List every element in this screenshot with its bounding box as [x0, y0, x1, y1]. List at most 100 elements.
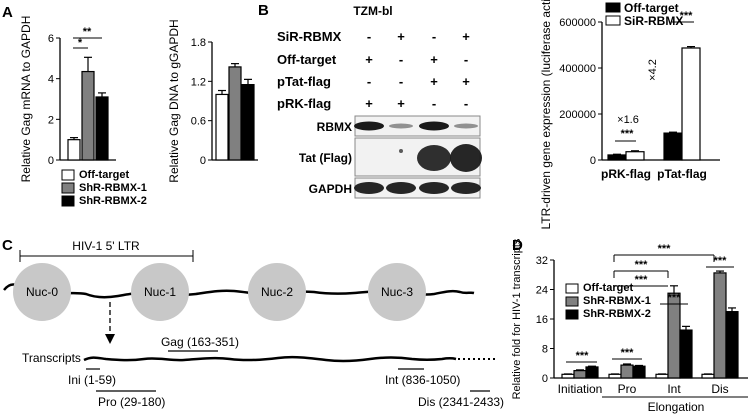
- fold-change-label: ×4.2: [647, 59, 659, 81]
- significance-label: ***: [621, 347, 635, 359]
- treatment-sign: -: [432, 29, 436, 44]
- bar: [561, 373, 575, 379]
- significance-label: ***: [658, 243, 672, 255]
- chart-d-transcripts: 0 8 16 24 32 Relative fold for HIV-1 transcri…: [511, 238, 748, 414]
- legend-label: ShR-RBMX-2: [583, 308, 651, 320]
- band-tat: [417, 145, 451, 171]
- x-tick-label: pTat-flag: [657, 167, 707, 181]
- legend-swatch: [565, 283, 579, 294]
- y-axis-label: Relative Gag mRNA to GAPDH: [19, 16, 33, 183]
- y-axis-label: Relative fold for HIV-1 transcripts: [511, 238, 523, 399]
- y-tick-label: 400000: [559, 63, 596, 75]
- bar: [95, 96, 109, 161]
- region-gag-label: Gag (163-351): [161, 335, 239, 349]
- nucleosomes: Nuc-0 Nuc-1 Nuc-2 Nuc-3: [13, 263, 426, 321]
- y-tick-label: 4: [48, 74, 54, 86]
- y-tick-label: 24: [536, 285, 548, 297]
- significance-label: ***: [714, 255, 728, 267]
- region-dis-label: Dis (2341-2433): [418, 395, 504, 409]
- treatment-sign: +: [430, 52, 438, 67]
- treatment-sign: +: [462, 29, 470, 44]
- significance-label: *: [78, 37, 83, 49]
- chart-b-luciferase: 0 200000 400000 600000 LTR-driven gene expre…: [539, 0, 720, 230]
- bar: [681, 47, 701, 161]
- legend-swatch: [61, 195, 75, 207]
- legend-label: Off-target: [624, 1, 679, 15]
- blot-bands: RBMX Tat (Flag) GAPDH: [299, 115, 482, 199]
- bar: [725, 311, 739, 379]
- y-tick-label: 0: [200, 155, 206, 167]
- nucleosome-label: Nuc-3: [381, 285, 413, 299]
- treatment-row-label: pTat-flag: [277, 74, 331, 89]
- bar: [573, 370, 587, 379]
- group-label: Elongation: [648, 400, 705, 414]
- y-tick-label: 6: [48, 33, 54, 45]
- band-rbmx: [354, 121, 384, 131]
- bar: [655, 373, 669, 379]
- band-rbmx: [454, 123, 478, 129]
- band-gapdh: [354, 182, 384, 194]
- legend-swatch: [61, 169, 75, 181]
- treatment-sign: -: [367, 74, 371, 89]
- blot-label: RBMX: [317, 120, 352, 134]
- band-tat: [450, 144, 482, 172]
- legend-label: ShR-RBMX-2: [79, 195, 147, 207]
- treatment-row-label: Off-target: [277, 52, 337, 67]
- significance-label: ***: [621, 128, 635, 140]
- fold-change-label: ×1.6: [617, 114, 639, 126]
- band-rbmx: [389, 123, 413, 129]
- band-gapdh: [419, 182, 449, 194]
- chart-a-gag-dna: 0 0.6 1.2 1.8 Relative Gag DNA to gGAPDH: [167, 19, 258, 183]
- panel-label-c: C: [2, 237, 13, 254]
- band-gapdh: [451, 182, 481, 194]
- band-rbmx: [419, 121, 449, 131]
- y-tick-label: 16: [536, 314, 548, 326]
- significance-label: ***: [576, 350, 590, 362]
- bar: [632, 365, 646, 379]
- bar: [679, 329, 693, 379]
- panel-b-blot: TZM-bl SiR-RBMX - + - + Off-target + - + - pTat-fl…: [277, 4, 482, 199]
- y-tick-label: 600000: [559, 17, 596, 29]
- treatment-sign: -: [399, 52, 403, 67]
- treatment-sign: -: [367, 29, 371, 44]
- panel-label-d: D: [512, 237, 523, 254]
- x-tick-label: pRK-flag: [601, 167, 651, 181]
- band-gapdh: [386, 182, 416, 194]
- legend-swatch: [61, 182, 75, 194]
- panel-label-a: A: [2, 4, 13, 21]
- region-pro-label: Pro (29-180): [98, 395, 165, 409]
- treatment-sign: +: [365, 52, 373, 67]
- treatment-sign: +: [365, 96, 373, 111]
- bar: [81, 70, 95, 161]
- y-tick-label: 2: [48, 114, 54, 126]
- treatment-table: SiR-RBMX - + - + Off-target + - + - pTat-flag - - + + p…: [277, 29, 470, 111]
- legend-label: ShR-RBMX-1: [583, 295, 651, 307]
- y-tick-label: 8: [542, 344, 548, 356]
- treatment-sign: +: [462, 74, 470, 89]
- y-axis-label: LTR-driven gene expression (luciferase a…: [539, 0, 553, 230]
- cell-line-label: TZM-bl: [353, 4, 392, 18]
- region-ini-label: Ini (1-59): [68, 373, 116, 387]
- bar: [607, 154, 627, 161]
- bar: [228, 66, 242, 161]
- nucleosome-label: Nuc-2: [261, 285, 293, 299]
- bar: [625, 151, 645, 161]
- band-tat-spot: [399, 149, 403, 153]
- nucleosome-2: [248, 263, 306, 321]
- treatment-sign: +: [430, 74, 438, 89]
- legend-swatch: [605, 15, 621, 26]
- y-axis-label: Relative Gag DNA to gGAPDH: [167, 19, 181, 182]
- bar: [67, 139, 81, 161]
- treatment-sign: +: [397, 96, 405, 111]
- transcript-line: [83, 355, 457, 363]
- legend-label: SiR-RBMX: [624, 14, 683, 28]
- treatment-sign: -: [464, 52, 468, 67]
- bar: [667, 292, 681, 379]
- x-tick-label: Int: [667, 382, 681, 396]
- significance-label: ***: [668, 292, 682, 304]
- region-int-label: Int (836-1050): [385, 373, 460, 387]
- y-tick-label: 32: [536, 255, 548, 267]
- y-tick-label: 1.2: [191, 76, 206, 88]
- x-tick-label: Initiation: [558, 382, 603, 396]
- legend-swatch: [565, 309, 579, 320]
